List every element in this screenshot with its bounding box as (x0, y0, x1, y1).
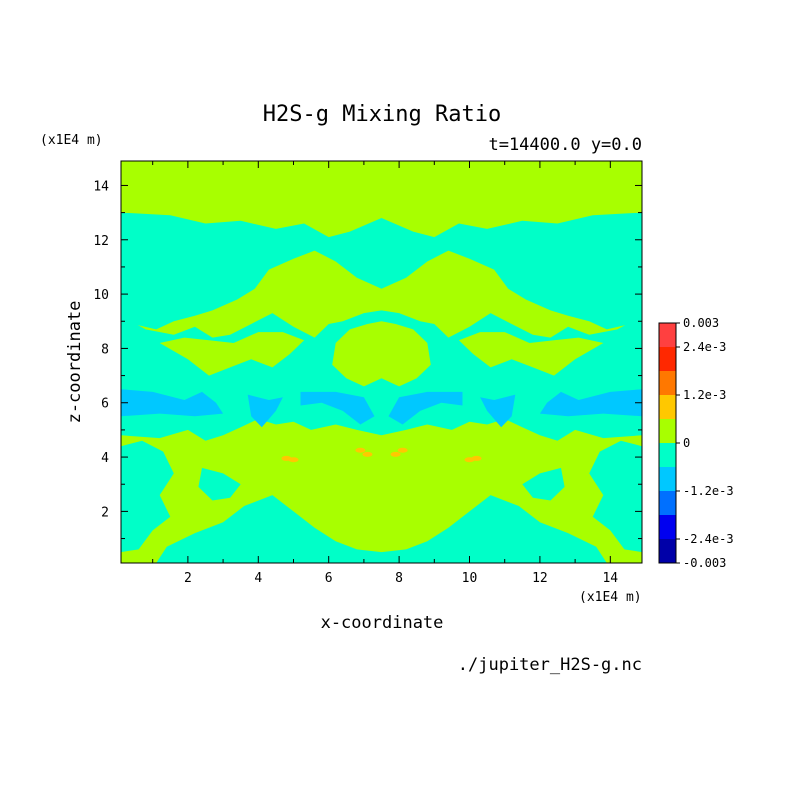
region-blue-band-left (121, 389, 224, 417)
y-tick-label: 10 (93, 288, 109, 303)
region-teal-spike-left (198, 467, 241, 501)
colorbar-swatch (659, 539, 676, 563)
colorbar-label: 1.2e-3 (683, 388, 726, 402)
colorbar-label: 0.003 (683, 316, 719, 330)
colorbar-label: -1.2e-3 (683, 484, 734, 498)
region-teal-upper-left (121, 212, 382, 330)
region-lime-center-left (332, 321, 382, 387)
region-blue-band-right (539, 389, 642, 417)
chart-subtitle: t=14400.0 y=0.0 (488, 135, 642, 155)
region-orange-spot (362, 451, 373, 457)
x-tick-label: 2 (184, 571, 192, 586)
x-tick-label: 4 (254, 571, 262, 586)
x-axis-label: x-coordinate (321, 613, 444, 633)
region-orange-spot (464, 457, 475, 463)
region-blue-mid-left (247, 394, 283, 428)
contour-field (121, 161, 642, 563)
region-teal-lower-right (589, 440, 642, 553)
x-tick-label: 12 (532, 571, 548, 586)
y-tick-label: 8 (101, 342, 109, 357)
x-tick-label: 10 (462, 571, 478, 586)
region-lime-center-right (381, 321, 431, 387)
source-file-label: ./jupiter_H2S-g.nc (458, 655, 642, 675)
region-lime-lobe-left (159, 332, 305, 376)
z-unit-label: (x1E4 m) (40, 133, 103, 148)
plot-frame (120, 160, 643, 564)
y-tick-label: 4 (101, 451, 109, 466)
y-axis: 2 4 6 8 10 12 14 (93, 179, 642, 540)
chart-title: H2S-g Mixing Ratio (263, 102, 501, 127)
x-tick-label: 8 (395, 571, 403, 586)
region-orange-spot (397, 447, 408, 453)
region-blue-mid-right (480, 394, 516, 428)
colorbar-label: 2.4e-3 (683, 340, 726, 354)
y-tick-label: 6 (101, 397, 109, 412)
y-axis-label: z-coordinate (65, 301, 85, 424)
x-tick-label: 6 (325, 571, 333, 586)
colorbar-swatch (659, 323, 676, 347)
colorbar-swatch (659, 467, 676, 491)
region-teal-upper-right (381, 212, 642, 330)
region-teal-bottom-arc-left (156, 495, 382, 563)
y-tick-label: 2 (101, 505, 109, 520)
colorbar-swatch (659, 443, 676, 467)
colorbar-swatch (659, 419, 676, 443)
region-teal-bottom-arc-right (381, 495, 607, 563)
colorbar-label: 0 (683, 436, 690, 450)
region-blue-center-right (388, 391, 463, 425)
y-tick-label: 12 (93, 234, 109, 249)
colorbar-swatch (659, 395, 676, 419)
colorbar-swatch (659, 515, 676, 539)
region-lime-lobe-right (458, 332, 604, 376)
x-unit-label: (x1E4 m) (579, 590, 642, 605)
x-axis: 2 4 6 8 10 12 14 (152, 161, 618, 586)
x-tick-label: 14 (602, 571, 618, 586)
colorbar-swatch (659, 491, 676, 515)
colorbar-label: -2.4e-3 (683, 532, 734, 546)
region-orange-spot (355, 447, 366, 453)
colorbar-swatch (659, 347, 676, 371)
region-teal-spike-right (522, 467, 565, 501)
colorbar-label: -0.003 (683, 556, 726, 570)
region-orange-spot (390, 451, 401, 457)
colorbar-swatch (659, 371, 676, 395)
colorbar: 0.003 2.4e-3 1.2e-3 0 -1.2e-3 -2.4e-3 -0.003 (658, 316, 734, 570)
region-teal-lower-left (121, 440, 174, 553)
region-blue-center-left (300, 391, 375, 425)
y-tick-label: 14 (93, 179, 109, 194)
region-orange-spot (288, 457, 299, 463)
